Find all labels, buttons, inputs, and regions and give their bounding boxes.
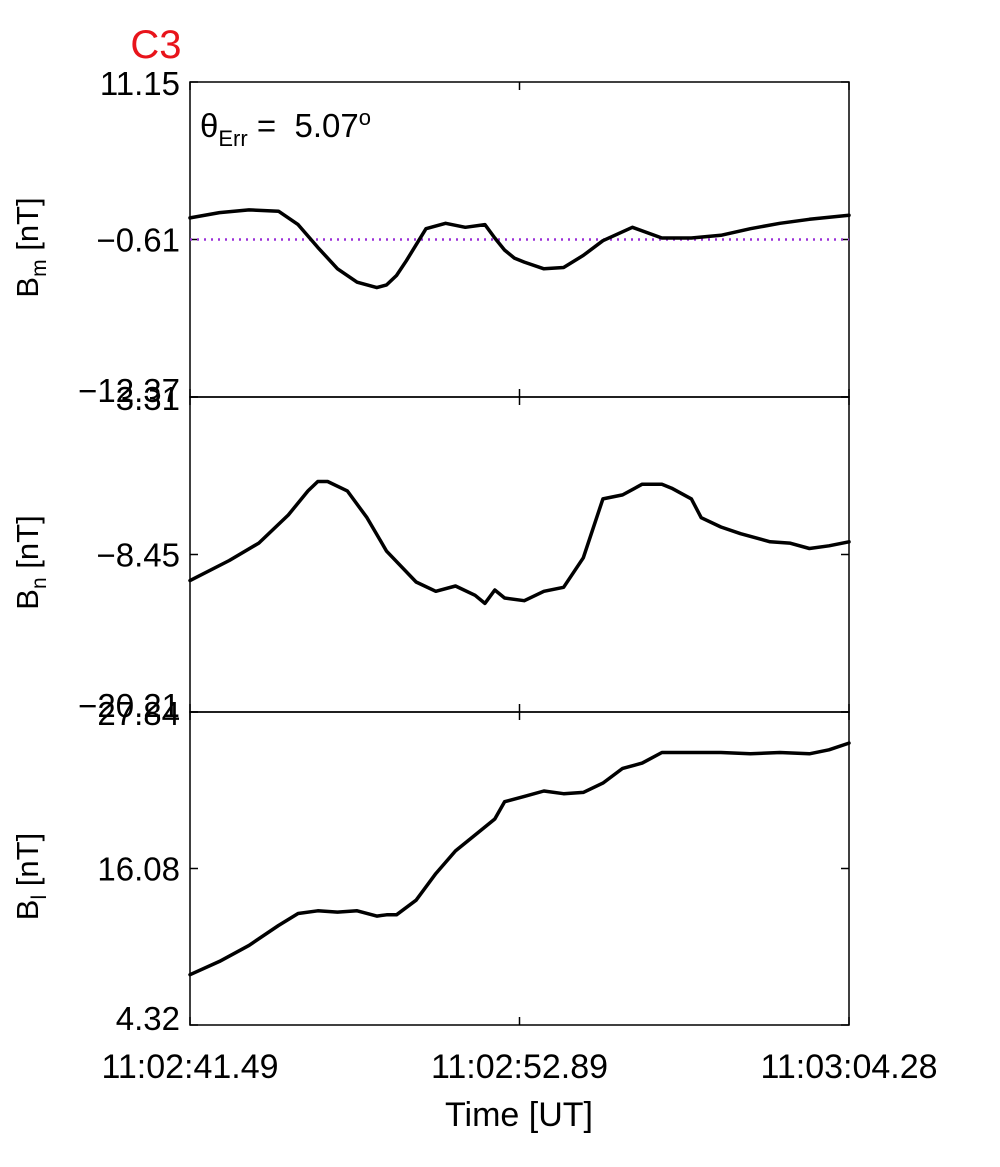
xtick-label-2: 11:03:04.28 — [760, 1048, 937, 1086]
ylabel-bn: Bn [nT] — [10, 515, 51, 609]
series-line-bn — [188, 479, 851, 606]
ylabel-main-bl: B — [10, 900, 45, 921]
xtick-label-0: 11:02:41.49 — [101, 1048, 278, 1086]
theta-equals: = — [248, 107, 295, 144]
panels: 11.15 −0.61 −12.37 Bm [nT] 3.31 −8.45 −20.21 Bn… — [10, 65, 851, 1037]
panel-frame-bl — [189, 711, 850, 1026]
ytick-label-bn-0: 3.31 — [116, 380, 180, 417]
theta-degree: o — [359, 105, 371, 130]
ytick-label-bl-2: 4.32 — [116, 1000, 180, 1037]
theta-value: 5.07 — [294, 107, 358, 144]
series-line-bl — [188, 741, 851, 977]
ytick-label-bl-0: 27.84 — [97, 695, 180, 732]
ylabel-sub-bn: n — [28, 577, 51, 589]
x-axis: 11:02:41.49 11:02:52.89 11:03:04.28 — [101, 1048, 937, 1086]
ylabel-unit-bm: [nT] — [10, 197, 45, 259]
ytick-label-bm-1: −0.61 — [97, 222, 181, 259]
theta-err-annotation: θErr = 5.07o — [200, 105, 371, 151]
ylabel-bl: Bl [nT] — [10, 833, 51, 920]
ytick-label-bl-1: 16.08 — [97, 851, 180, 888]
chart-title: C3 — [130, 23, 181, 67]
ytick-label-bn-2: −20.21 — [78, 687, 180, 724]
panel-bl: 27.84 16.08 4.32 Bl [nT] — [10, 695, 851, 1037]
ylabel-main-bn: B — [10, 589, 45, 610]
ylabel-bm: Bm [nT] — [10, 197, 51, 297]
series-line-bm — [188, 208, 851, 290]
panel-bm: 11.15 −0.61 −12.37 Bm [nT] — [10, 65, 851, 409]
xtick-label-1: 11:02:52.89 — [431, 1048, 608, 1086]
x-axis-label: Time [UT] — [445, 1096, 593, 1134]
ylabel-sub-bm: m — [28, 259, 51, 277]
ylabel-sub-bl: l — [28, 895, 51, 900]
ytick-label-bn-1: −8.45 — [97, 537, 181, 574]
ylabel-unit-bl: [nT] — [10, 833, 45, 895]
ytick-label-bm-0: 11.15 — [100, 65, 180, 102]
theta-subscript: Err — [218, 126, 247, 151]
ylabel-unit-bn: [nT] — [10, 515, 45, 577]
panel-frame-bn — [189, 396, 850, 713]
theta-symbol: θ — [200, 107, 218, 144]
panel-bn: 3.31 −8.45 −20.21 Bn [nT] — [10, 380, 851, 724]
ylabel-main-bm: B — [10, 277, 45, 298]
ytick-label-bm-2: −12.37 — [78, 372, 180, 409]
